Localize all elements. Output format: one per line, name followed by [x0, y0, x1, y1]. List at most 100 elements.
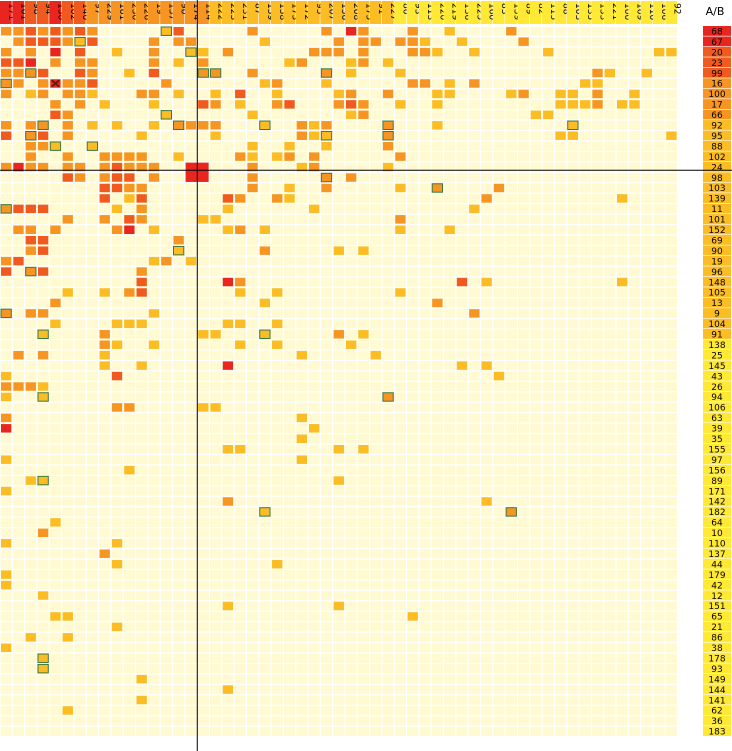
empty-cell: [628, 434, 641, 444]
empty-cell: [345, 622, 357, 632]
empty-cell: [210, 601, 222, 611]
column-label: 106: [659, 3, 669, 20]
column-header-cell: [49, 1, 61, 24]
empty-cell: [136, 664, 148, 674]
empty-cell: [616, 402, 628, 413]
heatmap-cell: [333, 37, 344, 46]
empty-cell: [530, 611, 542, 622]
heatmap-cell: [469, 309, 480, 318]
empty-cell: [111, 611, 123, 622]
empty-cell: [148, 361, 160, 371]
empty-cell: [407, 319, 419, 329]
empty-cell: [468, 162, 480, 172]
empty-cell: [382, 308, 394, 318]
empty-cell: [111, 601, 123, 611]
empty-cell: [123, 371, 135, 381]
heatmap-cell: [333, 47, 344, 57]
empty-cell: [493, 580, 505, 590]
column-label: 101: [18, 3, 28, 20]
empty-cell: [12, 214, 25, 224]
empty-cell: [616, 465, 628, 475]
empty-cell: [444, 256, 456, 266]
empty-cell: [591, 152, 604, 162]
heatmap-cell-outlined: [25, 131, 37, 141]
row-header-cell: [703, 611, 731, 622]
empty-cell: [0, 549, 12, 559]
empty-cell: [370, 152, 382, 162]
empty-cell: [197, 371, 209, 381]
empty-cell: [505, 559, 517, 569]
empty-cell: [111, 141, 123, 151]
empty-cell: [37, 152, 49, 162]
column-header-cell: [86, 1, 98, 24]
empty-cell: [12, 172, 25, 183]
empty-cell: [173, 684, 185, 695]
empty-cell: [86, 486, 98, 496]
empty-cell: [111, 298, 123, 308]
empty-cell: [493, 643, 505, 653]
empty-cell: [320, 319, 333, 329]
empty-cell: [173, 664, 185, 674]
empty-cell: [283, 434, 296, 444]
empty-cell: [394, 141, 406, 151]
empty-cell: [86, 580, 98, 590]
empty-cell: [271, 674, 283, 684]
empty-cell: [99, 256, 111, 266]
empty-cell: [431, 496, 443, 507]
empty-cell: [518, 110, 530, 120]
empty-cell: [283, 528, 296, 538]
empty-cell: [308, 611, 320, 622]
heatmap-cell: [37, 246, 49, 255]
empty-cell: [234, 580, 246, 590]
empty-cell: [665, 319, 677, 329]
empty-cell: [394, 611, 406, 622]
empty-cell: [247, 89, 259, 99]
empty-cell: [185, 601, 197, 611]
empty-cell: [530, 413, 542, 423]
empty-cell: [173, 308, 185, 318]
empty-cell: [579, 611, 591, 622]
row-header-cell: [703, 182, 731, 193]
empty-cell: [173, 381, 185, 392]
heatmap-cell-outlined: [320, 68, 333, 78]
empty-cell: [333, 298, 345, 308]
column-header-cell: [184, 1, 197, 24]
empty-cell: [160, 141, 172, 151]
empty-cell: [382, 423, 394, 433]
empty-cell: [271, 653, 283, 663]
empty-cell: [591, 413, 604, 423]
empty-cell: [518, 183, 530, 193]
empty-cell: [62, 392, 74, 402]
empty-cell: [99, 716, 111, 726]
empty-cell: [296, 475, 308, 486]
empty-cell: [567, 329, 579, 339]
empty-cell: [431, 214, 443, 224]
empty-cell: [0, 152, 12, 162]
empty-cell: [579, 496, 591, 507]
heatmap-cell: [407, 79, 418, 88]
empty-cell: [296, 277, 308, 287]
empty-cell: [148, 381, 160, 392]
empty-cell: [530, 371, 542, 381]
empty-cell: [481, 57, 493, 68]
empty-cell: [148, 413, 160, 423]
empty-cell: [210, 162, 222, 172]
empty-cell: [665, 37, 677, 47]
empty-cell: [518, 528, 530, 538]
empty-cell: [308, 580, 320, 590]
empty-cell: [234, 308, 246, 318]
empty-cell: [579, 193, 591, 204]
empty-cell: [641, 47, 653, 57]
empty-cell: [665, 695, 677, 705]
empty-cell: [481, 371, 493, 381]
empty-cell: [518, 78, 530, 89]
heatmap-cell: [37, 79, 49, 88]
heatmap-cell: [321, 79, 332, 88]
heatmap-cell: [1, 58, 12, 67]
empty-cell: [86, 319, 98, 329]
empty-cell: [12, 507, 25, 517]
column-header-cell: [172, 1, 185, 24]
empty-cell: [444, 381, 456, 392]
empty-cell: [382, 413, 394, 423]
row-label: 92: [711, 122, 722, 132]
